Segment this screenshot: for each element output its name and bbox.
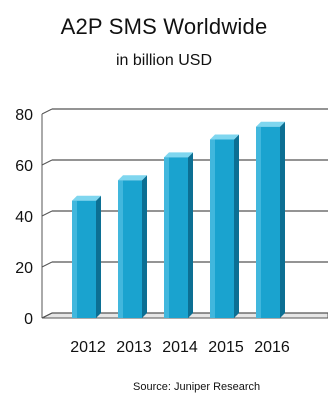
- x-tick-label-2013: 2013: [116, 339, 152, 356]
- bar-highlight-2014: [164, 157, 169, 318]
- chart-subtitle: in billion USD: [115, 52, 213, 69]
- bar-top-2016: [256, 121, 285, 127]
- gridline-depth-0: [41, 312, 53, 319]
- bar-2012: [72, 195, 101, 318]
- bar-top-2014: [164, 152, 193, 158]
- x-tick-label-2014: 2014: [162, 339, 198, 356]
- y-tick-label-20: 20: [15, 260, 33, 277]
- y-tick-labels: 0 20 40 60 80: [15, 107, 33, 328]
- bar-side-2012: [96, 195, 101, 318]
- bar-side-2014: [188, 152, 193, 318]
- bar-2014: [164, 152, 193, 318]
- gridline-depth-80: [41, 108, 53, 115]
- bar-highlight-2015: [210, 139, 215, 318]
- bar-top-2013: [118, 175, 147, 181]
- bar-top-2015: [210, 134, 239, 140]
- bar-side-2015: [234, 134, 239, 318]
- bar-highlight-2012: [72, 200, 77, 318]
- bar-side-2016: [280, 121, 285, 318]
- y-tick-label-40: 40: [15, 209, 33, 226]
- y-tick-label-0: 0: [24, 311, 33, 328]
- bar-highlight-2013: [118, 180, 123, 318]
- bar-2013: [118, 175, 147, 318]
- x-tick-label-2016: 2016: [254, 339, 290, 356]
- x-tick-label-2015: 2015: [208, 339, 244, 356]
- bar-2016: [256, 121, 285, 318]
- bar-highlight-2016: [256, 126, 261, 318]
- x-tick-labels: 2012 2013 2014 2015 2016: [70, 339, 290, 356]
- gridline-depth-60: [41, 159, 53, 166]
- x-tick-label-2012: 2012: [70, 339, 106, 356]
- gridline-depth-40: [41, 210, 53, 217]
- bar-side-2013: [142, 175, 147, 318]
- source-note: Source: Juniper Research: [133, 381, 261, 393]
- bar-2015: [210, 134, 239, 318]
- chart-title: A2P SMS Worldwide: [60, 14, 268, 39]
- bar-top-2012: [72, 195, 101, 201]
- gridline-depth-20: [41, 261, 53, 268]
- bars: [72, 121, 285, 318]
- y-tick-label-60: 60: [15, 158, 33, 175]
- y-tick-label-80: 80: [15, 107, 33, 124]
